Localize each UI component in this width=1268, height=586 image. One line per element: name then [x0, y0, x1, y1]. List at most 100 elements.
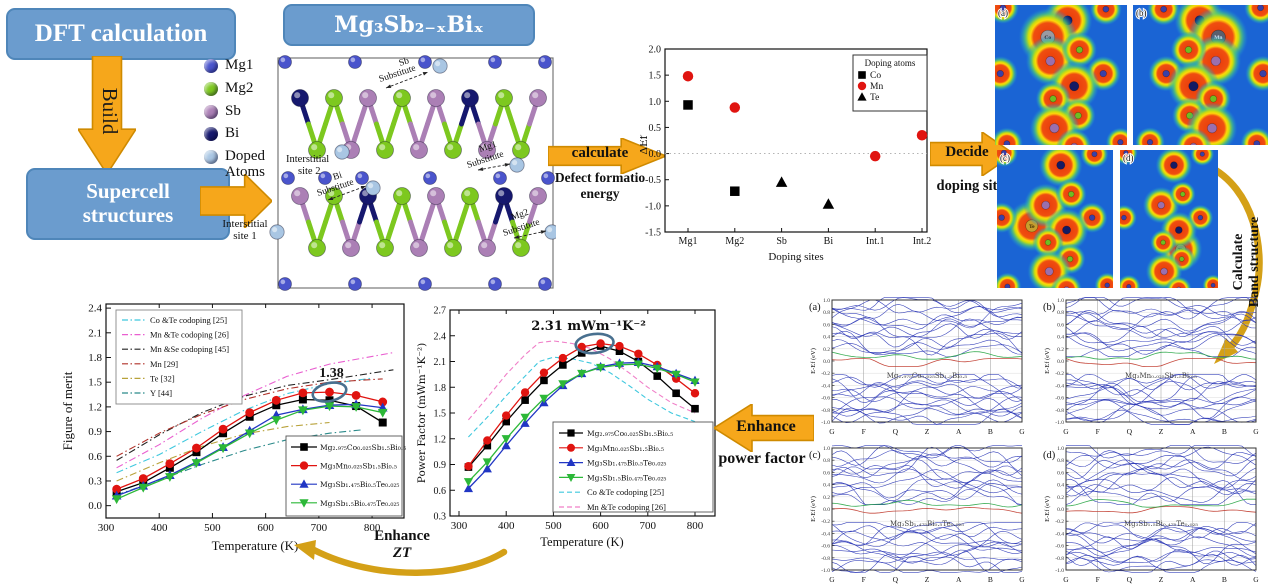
dft-calculation-box: DFT calculation	[6, 8, 236, 60]
svg-text:-0.2: -0.2	[821, 519, 830, 525]
svg-text:1.0: 1.0	[649, 97, 662, 108]
svg-text:0.0: 0.0	[1057, 507, 1064, 513]
svg-text:E-Ef (eV): E-Ef (eV)	[810, 496, 817, 522]
svg-text:G: G	[1019, 427, 1025, 436]
svg-text:1.8: 1.8	[88, 352, 102, 364]
band-structure-panels: 1.0 0.8 0.6 0.4 0.2 0.0 -0.2 -0.4 -0.6 -0.8 -1.0 G F…	[806, 288, 1268, 586]
svg-text:0.0: 0.0	[1057, 359, 1064, 365]
svg-text:0.6: 0.6	[1057, 322, 1064, 328]
svg-text:700: 700	[311, 522, 328, 534]
svg-text:B: B	[1222, 427, 1227, 436]
atom-legend-label: Doped Atoms	[225, 148, 266, 180]
svg-text:-0.2: -0.2	[821, 371, 830, 377]
svg-text:Te: Te	[1029, 224, 1035, 230]
svg-text:Mg₃Sb₁.₄₇₅Bi₀.₅Te₀.₀₂₅: Mg₃Sb₁.₄₇₅Bi₀.₅Te₀.₀₂₅	[320, 480, 399, 489]
figure-of-merit-chart: 0.0 0.3 0.6 0.9 1.2 1.5 1.8 2.1 2.4 300 400 500 600 7…	[60, 303, 406, 553]
svg-text:Q: Q	[893, 575, 899, 584]
supercell-output-arrow	[199, 172, 274, 230]
svg-text:E-Ef (eV): E-Ef (eV)	[1044, 348, 1051, 374]
svg-text:Q: Q	[893, 427, 899, 436]
svg-text:Substitute: Substitute	[502, 218, 541, 239]
svg-text:300: 300	[451, 520, 468, 532]
svg-text:1.0: 1.0	[823, 446, 830, 452]
svg-text:1.2: 1.2	[434, 434, 447, 445]
svg-text:0.6: 0.6	[823, 470, 830, 476]
svg-text:(b): (b)	[1043, 302, 1056, 313]
svg-text:500: 500	[204, 522, 221, 534]
svg-text:2.7: 2.7	[434, 306, 447, 317]
atom-legend: Mg1 Mg2 Sb Bi Doped Atoms	[204, 57, 278, 188]
atom-legend-swatch	[204, 59, 218, 73]
svg-text:G: G	[1253, 575, 1259, 584]
svg-text:B: B	[988, 575, 993, 584]
atom-legend-entry: Mg1	[204, 57, 278, 74]
svg-text:1.0: 1.0	[823, 298, 830, 304]
svg-text:Z: Z	[1159, 575, 1164, 584]
atom-legend-entry: Sb	[204, 102, 278, 120]
svg-text:Figure of merit: Figure of merit	[60, 371, 75, 450]
svg-text:Mg₃Mn₀.₀₂₅Sb₁.₅Bi₀.₅: Mg₃Mn₀.₀₂₅Sb₁.₅Bi₀.₅	[320, 462, 397, 471]
svg-text:0.9: 0.9	[434, 460, 447, 471]
enhance-pf-label: Enhance	[736, 418, 796, 435]
svg-text:0.2: 0.2	[1057, 347, 1064, 353]
atom-legend-swatch	[204, 127, 218, 142]
svg-text:-0.8: -0.8	[821, 556, 830, 562]
svg-text:-0.5: -0.5	[645, 175, 661, 186]
svg-text:Co &Te codoping [25]: Co &Te codoping [25]	[150, 315, 227, 325]
svg-text:1.8: 1.8	[434, 383, 447, 394]
decide-arrow-label: Decide	[945, 144, 989, 160]
svg-text:Mg1: Mg1	[679, 236, 698, 247]
svg-text:Sb: Sb	[776, 236, 787, 247]
svg-text:Mg₃Mn₀.₀₂₅Sb₁.₅Bi₀.₅: Mg₃Mn₀.₀₂₅Sb₁.₅Bi₀.₅	[587, 444, 664, 453]
svg-text:0.6: 0.6	[88, 451, 102, 463]
svg-text:0.2: 0.2	[1057, 495, 1064, 501]
svg-text:Mg₃Sb₁.₅Bi₀.₄₇₅Te₀.₀₂₅: Mg₃Sb₁.₅Bi₀.₄₇₅Te₀.₀₂₅	[320, 499, 399, 508]
calculate-sublabel-line2: energy	[580, 185, 620, 201]
svg-text:-0.6: -0.6	[1055, 396, 1064, 402]
svg-text:G: G	[829, 427, 835, 436]
crystal-structure-drawing: SbSubstituteBiSubstituteMg1SubstituteMg2…	[269, 55, 556, 291]
svg-text:-1.0: -1.0	[1055, 420, 1064, 426]
interstitial-site1-line1: Interstitial	[222, 218, 268, 230]
svg-text:G: G	[1063, 575, 1069, 584]
svg-text:-1.0: -1.0	[821, 420, 830, 426]
svg-text:0.6: 0.6	[823, 322, 830, 328]
svg-text:1.38: 1.38	[319, 366, 344, 381]
svg-text:1.5: 1.5	[88, 377, 102, 389]
svg-text:Mn &Te codoping [26]: Mn &Te codoping [26]	[150, 330, 229, 340]
svg-text:Mg₃Sb₁.₄₇₅Bi₀.₅Te₀.₀₂₅: Mg₃Sb₁.₄₇₅Bi₀.₅Te₀.₀₂₅	[890, 520, 964, 528]
svg-text:Bi: Bi	[332, 170, 344, 182]
svg-text:G: G	[829, 575, 835, 584]
atom-legend-label: Sb	[225, 102, 241, 119]
svg-text:E-Ef (eV): E-Ef (eV)	[1044, 496, 1051, 522]
svg-text:F: F	[1096, 575, 1100, 584]
svg-text:F: F	[1096, 427, 1100, 436]
svg-text:-0.4: -0.4	[821, 383, 830, 389]
atom-legend-entry: Doped Atoms	[204, 148, 278, 181]
build-label: Build	[98, 87, 122, 135]
svg-text:1.5: 1.5	[434, 409, 447, 420]
svg-text:-0.6: -0.6	[1055, 544, 1064, 550]
enhance-zt-curve-arrow	[294, 540, 508, 576]
svg-text:-0.2: -0.2	[1055, 371, 1064, 377]
svg-text:Te [32]: Te [32]	[150, 373, 175, 383]
decide-arrow-sublabel: doping sites	[936, 178, 1010, 194]
svg-text:600: 600	[592, 520, 609, 532]
svg-text:0.9: 0.9	[88, 426, 102, 438]
svg-text:-0.8: -0.8	[821, 408, 830, 414]
svg-text:Z: Z	[925, 575, 930, 584]
svg-text:-0.6: -0.6	[821, 544, 830, 550]
svg-text:-1.0: -1.0	[1055, 568, 1064, 574]
svg-text:0.6: 0.6	[1057, 470, 1064, 476]
atom-legend-label: Bi	[225, 125, 240, 142]
atom-legend-label: Mg2	[225, 79, 254, 96]
svg-text:1.0: 1.0	[1057, 298, 1064, 304]
svg-text:Mg₂.₉₇₅Co₀.₀₂₅Sb₁.₅Bi₀.₅: Mg₂.₉₇₅Co₀.₀₂₅Sb₁.₅Bi₀.₅	[887, 372, 968, 380]
svg-text:0.4: 0.4	[823, 483, 830, 489]
svg-text:(b): (b)	[1136, 8, 1147, 18]
band-structure-panel: 1.00.80.60.40.20.0-0.2-0.4-0.6-0.8-1.0G F…	[1043, 297, 1259, 436]
calculate-arrow-sublabel: Defect formatio energy	[542, 170, 658, 201]
svg-text:1.0: 1.0	[1057, 446, 1064, 452]
svg-text:800: 800	[364, 522, 381, 534]
svg-text:2.31 mWm⁻¹K⁻²: 2.31 mWm⁻¹K⁻²	[531, 319, 646, 334]
